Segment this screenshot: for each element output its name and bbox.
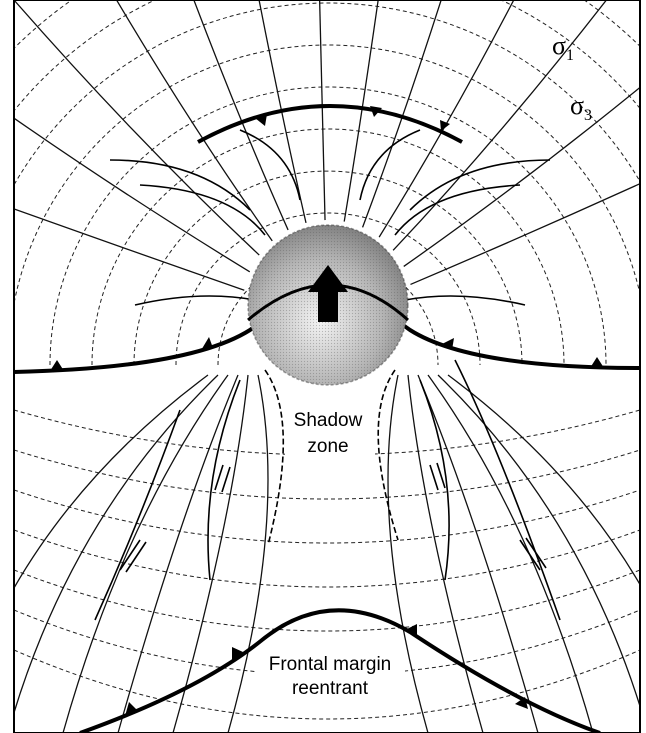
sigma3-trajectory xyxy=(14,450,640,499)
sigma1-trajectory xyxy=(0,0,272,241)
diagram: σ1 σ3 Shadow zone Frontal margin reentra… xyxy=(0,0,646,733)
sigma3-label: σ3 xyxy=(570,91,592,124)
sigma1-trajectory xyxy=(0,123,244,290)
sigma1-trajectory xyxy=(344,0,435,222)
sigma1-trajectory xyxy=(65,0,288,230)
shadow-zone-label: Shadow xyxy=(294,410,363,431)
sigma1-trajectory xyxy=(448,375,646,733)
sigma1-trajectory xyxy=(0,375,208,733)
reentrant-label: Frontal margin xyxy=(269,654,392,675)
sigma3-trajectory xyxy=(14,530,640,587)
sigma1-label: σ1 xyxy=(552,31,574,64)
reentrant-label: reentrant xyxy=(292,678,369,699)
sigma1-trajectory xyxy=(118,375,238,733)
sigma1-trajectory xyxy=(438,375,646,733)
sigma1-trajectory xyxy=(410,76,646,285)
shadow-zone-label: zone xyxy=(307,436,348,457)
sigma1-trajectory xyxy=(308,0,325,220)
sigma1-trajectory xyxy=(408,375,483,733)
sigma1-trajectory xyxy=(0,0,259,255)
sigma1-trajectory xyxy=(8,375,218,733)
sigma3-trajectory xyxy=(14,490,640,543)
sigma1-trajectory xyxy=(173,375,248,733)
